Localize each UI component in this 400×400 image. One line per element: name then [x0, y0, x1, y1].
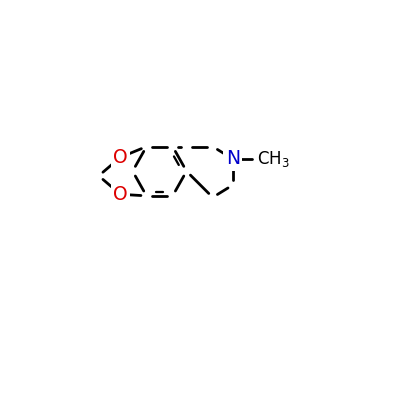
Text: N: N — [226, 149, 240, 168]
Text: O: O — [113, 148, 128, 167]
Text: O: O — [113, 185, 128, 204]
Text: CH$_3$: CH$_3$ — [257, 149, 290, 169]
